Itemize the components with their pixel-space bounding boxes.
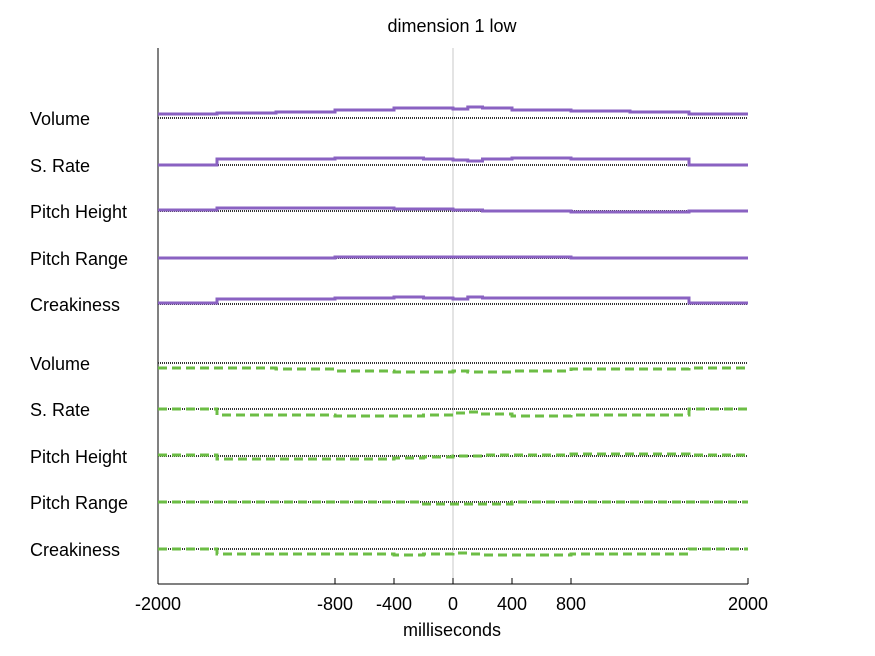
series-label: Creakiness xyxy=(30,295,120,315)
series-line-green xyxy=(158,452,748,461)
series-line-purple xyxy=(158,105,748,116)
x-tick-label: 800 xyxy=(556,594,586,614)
series-row-7: Pitch Height xyxy=(30,447,748,467)
series-row-3: Pitch Range xyxy=(30,249,748,269)
series-line-green xyxy=(158,366,748,374)
x-axis-label: milliseconds xyxy=(403,620,501,640)
x-tick-label: -2000 xyxy=(135,594,181,614)
series-row-0: Volume xyxy=(30,105,748,129)
series-label: Pitch Range xyxy=(30,493,128,513)
x-tick-label: -800 xyxy=(317,594,353,614)
series-row-1: S. Rate xyxy=(30,156,748,176)
x-axis-ticks: -2000 -800 -400 0 400 800 2000 xyxy=(135,578,768,614)
series-row-6: S. Rate xyxy=(30,400,748,420)
series-row-8: Pitch Range xyxy=(30,493,748,513)
x-tick-label: -400 xyxy=(376,594,412,614)
series-row-2: Pitch Height xyxy=(30,202,748,222)
x-tick-label: 2000 xyxy=(728,594,768,614)
series-rows: Volume S. Rate Pitch Height Pitch Range Crea… xyxy=(30,105,748,560)
series-line-green xyxy=(158,500,748,506)
series-label: Pitch Height xyxy=(30,202,127,222)
series-label: Volume xyxy=(30,354,90,374)
series-label: S. Rate xyxy=(30,400,90,420)
series-label: Volume xyxy=(30,109,90,129)
series-label: Creakiness xyxy=(30,540,120,560)
x-tick-label: 0 xyxy=(448,594,458,614)
series-line-green xyxy=(158,547,748,557)
series-line-purple xyxy=(158,255,748,260)
series-line-purple xyxy=(158,156,748,167)
series-row-9: Creakiness xyxy=(30,540,748,560)
series-line-green xyxy=(158,407,748,418)
series-row-4: Creakiness xyxy=(30,295,748,315)
series-label: S. Rate xyxy=(30,156,90,176)
series-line-purple xyxy=(158,295,748,305)
series-row-5: Volume xyxy=(30,354,748,374)
chart-title: dimension 1 low xyxy=(387,16,517,36)
x-tick-label: 400 xyxy=(497,594,527,614)
series-line-purple xyxy=(158,206,748,214)
series-label: Pitch Range xyxy=(30,249,128,269)
series-label: Pitch Height xyxy=(30,447,127,467)
